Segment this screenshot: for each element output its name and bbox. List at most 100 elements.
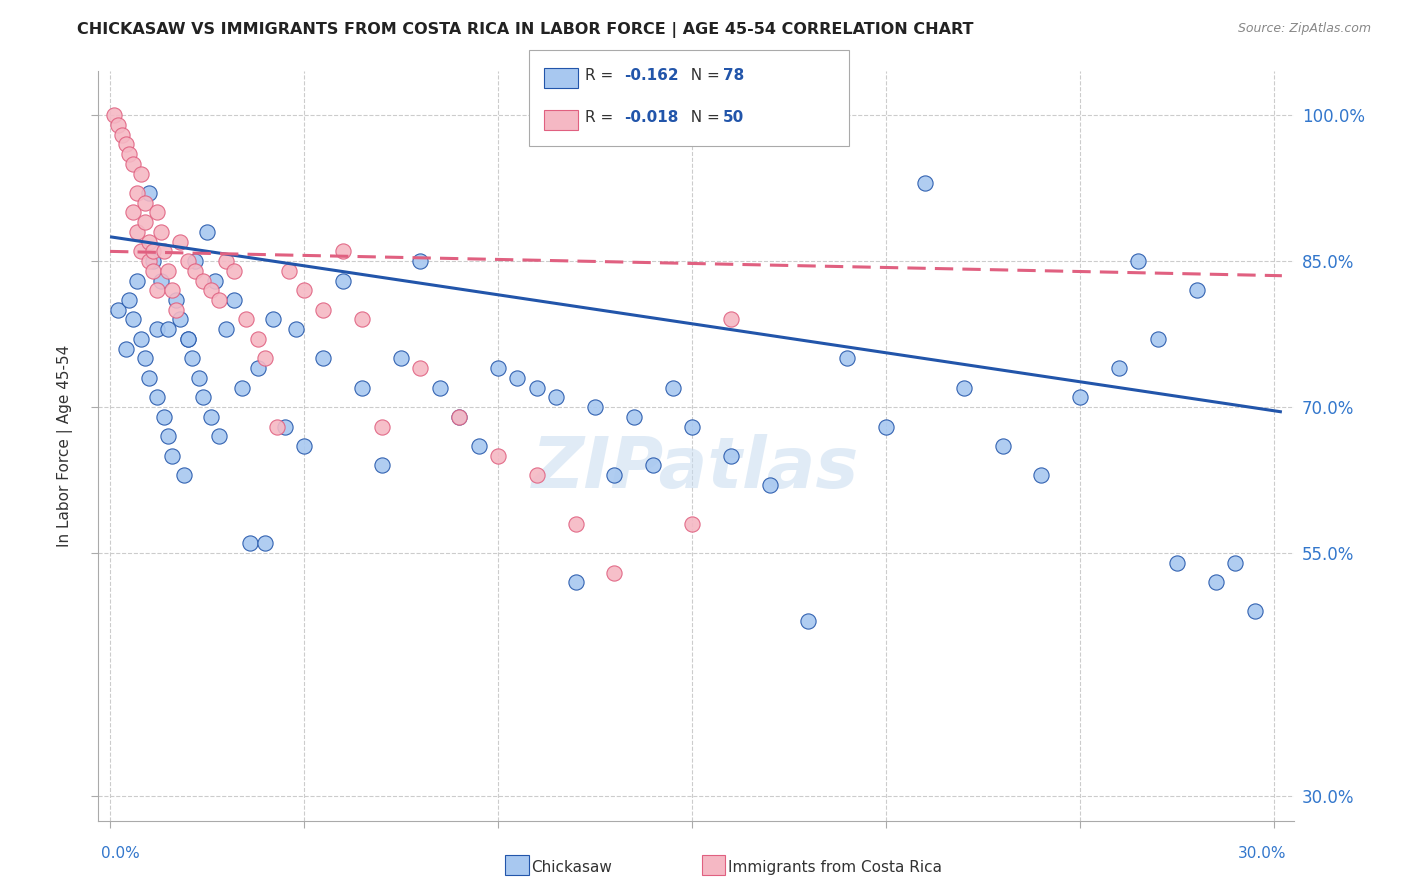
- Point: [111, 128, 134, 142]
- Point: [292, 439, 315, 453]
- Point: [149, 225, 172, 239]
- Point: [204, 274, 226, 288]
- Point: [107, 302, 129, 317]
- Point: [273, 419, 295, 434]
- Point: [1225, 556, 1247, 570]
- Point: [169, 312, 191, 326]
- Point: [127, 186, 149, 200]
- Point: [153, 244, 176, 259]
- Point: [526, 468, 548, 483]
- Text: Immigrants from Costa Rica: Immigrants from Costa Rica: [728, 860, 942, 874]
- Point: [129, 244, 152, 259]
- Point: [370, 458, 392, 473]
- Point: [506, 371, 529, 385]
- Point: [224, 293, 246, 307]
- Point: [875, 419, 897, 434]
- Point: [149, 274, 172, 288]
- Point: [157, 322, 180, 336]
- Point: [134, 215, 156, 229]
- Point: [583, 400, 606, 414]
- Point: [200, 283, 222, 297]
- Point: [254, 351, 277, 366]
- Point: [262, 312, 284, 326]
- Point: [127, 225, 149, 239]
- Text: 30.0%: 30.0%: [1239, 846, 1286, 861]
- Text: CHICKASAW VS IMMIGRANTS FROM COSTA RICA IN LABOR FORCE | AGE 45-54 CORRELATION C: CHICKASAW VS IMMIGRANTS FROM COSTA RICA …: [77, 22, 974, 38]
- Point: [165, 293, 187, 307]
- Text: ZIPatlas: ZIPatlas: [533, 434, 859, 503]
- Point: [1128, 254, 1150, 268]
- Point: [145, 390, 167, 404]
- Point: [114, 342, 136, 356]
- Point: [623, 409, 645, 424]
- Point: [277, 264, 299, 278]
- Point: [1108, 361, 1130, 376]
- Point: [122, 157, 145, 171]
- Point: [239, 536, 262, 550]
- Point: [352, 312, 374, 326]
- Point: [991, 439, 1014, 453]
- Point: [526, 381, 548, 395]
- Point: [246, 361, 269, 376]
- Point: [1146, 332, 1168, 346]
- Point: [564, 516, 586, 531]
- Point: [138, 371, 160, 385]
- Text: Chickasaw: Chickasaw: [531, 860, 613, 874]
- Point: [409, 361, 432, 376]
- Point: [285, 322, 308, 336]
- Point: [467, 439, 489, 453]
- Point: [176, 332, 198, 346]
- Point: [661, 381, 683, 395]
- Point: [429, 381, 451, 395]
- Text: 0.0%: 0.0%: [101, 846, 141, 861]
- Point: [208, 293, 231, 307]
- Point: [370, 419, 392, 434]
- Point: [546, 390, 568, 404]
- Point: [720, 312, 742, 326]
- Point: [1166, 556, 1188, 570]
- Point: [231, 381, 253, 395]
- Point: [176, 254, 198, 268]
- Point: [160, 449, 183, 463]
- Point: [224, 264, 246, 278]
- Point: [681, 516, 703, 531]
- Text: R =: R =: [585, 111, 619, 125]
- Point: [246, 332, 269, 346]
- Point: [235, 312, 257, 326]
- Point: [114, 137, 136, 152]
- Text: 78: 78: [723, 69, 744, 83]
- Point: [1243, 604, 1265, 618]
- Point: [184, 254, 207, 268]
- Point: [1069, 390, 1091, 404]
- Point: [254, 536, 277, 550]
- Y-axis label: In Labor Force | Age 45-54: In Labor Force | Age 45-54: [56, 345, 73, 547]
- Point: [720, 449, 742, 463]
- Point: [188, 371, 211, 385]
- Point: [122, 205, 145, 219]
- Point: [153, 409, 176, 424]
- Point: [312, 351, 335, 366]
- Point: [145, 205, 167, 219]
- Point: [266, 419, 288, 434]
- Point: [486, 361, 509, 376]
- Point: [681, 419, 703, 434]
- Point: [208, 429, 231, 443]
- Point: [138, 186, 160, 200]
- Text: -0.018: -0.018: [624, 111, 679, 125]
- Point: [107, 118, 129, 132]
- Point: [157, 429, 180, 443]
- Text: N =: N =: [681, 111, 724, 125]
- Point: [180, 351, 202, 366]
- Point: [292, 283, 315, 297]
- Point: [142, 244, 165, 259]
- Point: [129, 167, 152, 181]
- Point: [169, 235, 191, 249]
- Point: [138, 235, 160, 249]
- Point: [160, 283, 183, 297]
- Point: [193, 390, 215, 404]
- Point: [134, 351, 156, 366]
- Point: [122, 312, 145, 326]
- Point: [914, 176, 936, 190]
- Point: [145, 283, 167, 297]
- Point: [758, 478, 780, 492]
